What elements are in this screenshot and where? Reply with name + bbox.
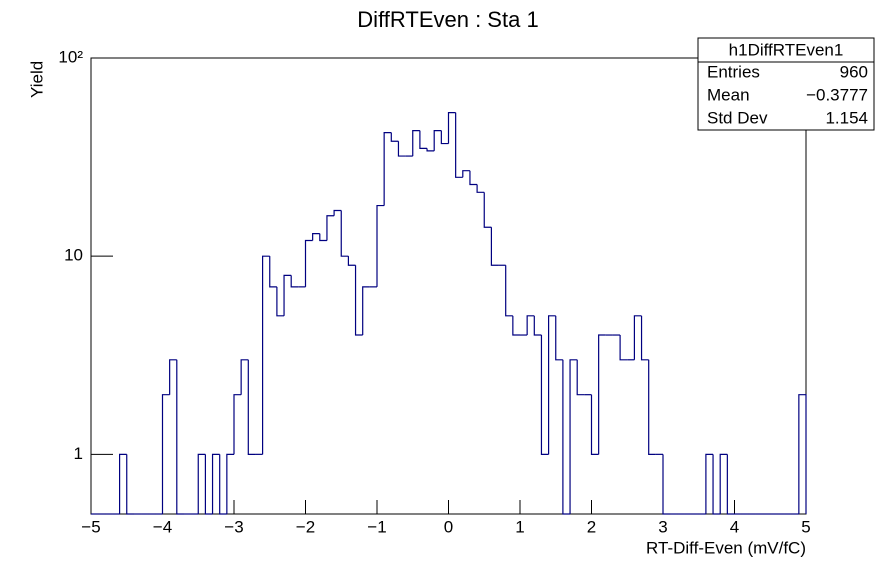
histogram-bin (312, 232, 320, 241)
y-tick-label: 10² (58, 47, 83, 66)
y-axis-label: Yield (27, 61, 46, 98)
histogram-bin (412, 130, 420, 157)
histogram-bin (176, 359, 184, 515)
histogram-bin (419, 130, 428, 149)
stats-title: h1DiffRTEven1 (729, 40, 844, 59)
histogram-bin (204, 454, 213, 515)
x-tick-label: −3 (224, 517, 243, 536)
stats-value: 1.154 (825, 108, 868, 127)
histogram-bin (362, 286, 370, 336)
histogram-bin (469, 170, 478, 186)
histogram-bin (240, 359, 249, 395)
histogram-bin (662, 454, 671, 515)
stats-key: Mean (707, 85, 750, 104)
x-tick-label: 1 (515, 517, 524, 536)
histogram-bin (505, 265, 513, 317)
histogram-bin (483, 192, 492, 228)
histogram-bin (726, 454, 735, 515)
histogram-bin (526, 315, 535, 336)
chart-title: DiffRTEven : Sta 1 (357, 7, 538, 32)
histogram-bin (326, 215, 335, 241)
histogram-bin (304, 239, 313, 287)
histogram-bin (540, 335, 549, 455)
histogram-bin (376, 204, 385, 287)
histogram-bin (476, 184, 485, 193)
stats-key: Entries (707, 62, 760, 81)
histogram-bin (319, 233, 327, 242)
histogram-bin (598, 334, 606, 455)
x-tick-label: 2 (587, 517, 596, 536)
histogram-bin (354, 265, 363, 336)
histogram-bin (648, 359, 656, 455)
histogram-bin (462, 170, 470, 178)
histogram-bin (269, 256, 277, 288)
histogram-bin (197, 453, 206, 514)
histogram-bin (555, 315, 563, 361)
histogram-bin (283, 274, 292, 316)
histogram-bin (440, 130, 449, 145)
histogram-bin (247, 359, 256, 455)
histogram-bin (719, 453, 728, 514)
histogram-bin (569, 359, 578, 514)
x-tick-label: 4 (730, 517, 739, 536)
histogram-bin (562, 359, 571, 515)
stats-key: Std Dev (707, 108, 768, 127)
x-tick-label: 0 (444, 517, 453, 536)
histogram-bin (533, 315, 542, 336)
histogram-bin (426, 148, 435, 152)
stats-box: h1DiffRTEven1 Entries 960 Mean −0.3777 S… (697, 37, 875, 131)
histogram-bin (590, 394, 599, 455)
y-tick-label: 10 (64, 246, 83, 265)
histogram-bin (262, 255, 270, 455)
histogram-bin (119, 453, 127, 514)
x-tick-label: 3 (658, 517, 667, 536)
histogram-bin (640, 315, 649, 361)
histogram-bin (490, 227, 499, 266)
histogram-bin (455, 112, 463, 178)
histogram-bin (161, 394, 170, 514)
histogram-bin (447, 112, 456, 144)
histogram-bin (233, 394, 242, 455)
histogram-bin (576, 359, 585, 396)
x-tick-label: −5 (81, 517, 100, 536)
histogram-bin (333, 209, 342, 216)
histogram-bin (226, 453, 234, 514)
histogram-bin (290, 275, 299, 288)
histogram-bin (705, 453, 714, 514)
histogram-bin (512, 315, 520, 336)
histogram-bin (340, 210, 349, 257)
histogram-bin (633, 315, 642, 360)
histogram-bin (169, 359, 177, 395)
y-tick-label: 1 (74, 444, 83, 463)
stats-value: 960 (840, 62, 868, 81)
x-tick-label: 5 (801, 517, 810, 536)
histogram-bin (397, 141, 406, 157)
histogram-bin (433, 130, 442, 151)
histogram-bin (383, 132, 392, 206)
histogram-bin (219, 454, 227, 515)
histogram-bin (390, 132, 399, 142)
histogram-bin (548, 315, 556, 455)
histogram-bin (126, 454, 134, 515)
stats-value: −0.3777 (806, 85, 868, 104)
histogram-bin (347, 256, 356, 266)
x-tick-label: −1 (367, 517, 386, 536)
histogram-bin (211, 453, 220, 514)
x-tick-label: −2 (296, 517, 315, 536)
x-axis-label: RT-Diff-Even (mV/fC) (646, 538, 806, 557)
histogram-bin (798, 394, 807, 514)
histogram-bin (712, 454, 721, 515)
histogram-bin (619, 335, 628, 361)
x-tick-label: −4 (153, 517, 172, 536)
histogram-bin (276, 286, 285, 317)
stats-frame (697, 37, 875, 131)
